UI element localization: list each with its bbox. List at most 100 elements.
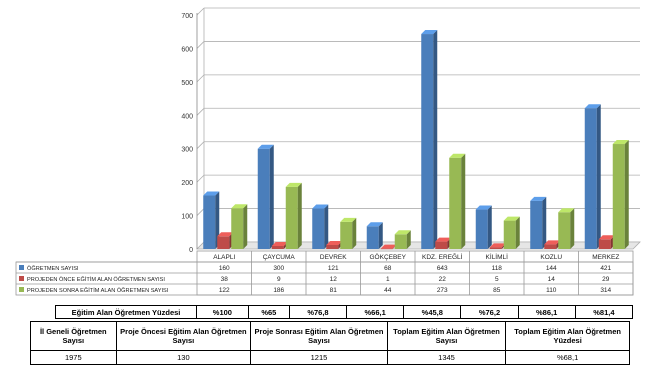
data-value-label: 273 — [437, 287, 448, 294]
bar-front — [558, 212, 571, 249]
bar-front — [435, 241, 448, 249]
y-tick-label: 200 — [181, 180, 193, 187]
data-value-label: 38 — [221, 276, 229, 283]
data-value-label: 9 — [277, 276, 281, 283]
bar-side — [352, 217, 357, 249]
data-value-label: 29 — [602, 276, 610, 283]
bar — [475, 205, 492, 249]
bar-side — [461, 153, 466, 249]
bar-front — [394, 234, 407, 249]
summary-header: Proje Öncesi Eğitim Alan Öğretmen Sayısı — [115, 321, 252, 351]
bar — [340, 217, 357, 249]
summary-table: İl Geneli Öğretmen Sayısı Proje Öncesi E… — [30, 321, 630, 365]
data-value-label: 1 — [386, 276, 390, 283]
bar-top — [489, 243, 506, 248]
bar-front — [503, 220, 516, 249]
category-label: ALAPLI — [213, 254, 235, 261]
summary-value: 1215 — [250, 350, 388, 365]
legend-label: PROJEDEN SONRA EĞİTİM ALAN ÖĞRETMEN SAYI… — [27, 287, 169, 294]
summary-value: 130 — [115, 350, 252, 365]
bar — [312, 204, 329, 249]
bar — [217, 232, 234, 249]
bar — [394, 230, 411, 249]
bar — [612, 140, 629, 249]
bar-series — [203, 30, 629, 250]
bar-side — [243, 204, 248, 249]
data-value-label: 14 — [548, 276, 556, 283]
gridline-side — [196, 108, 205, 116]
y-tick-label: 500 — [181, 80, 193, 87]
category-label: MERKEZ — [592, 254, 619, 261]
bar-side — [542, 196, 547, 249]
summary-header: Toplam Eğitim Alan Öğretmen Yüzdesi — [505, 321, 630, 351]
summary-header: Proje Sonrası Eğitim Alan Öğretmen Sayıs… — [250, 321, 388, 351]
percentage-cell: %100 — [196, 305, 249, 319]
summary-value: 1975 — [30, 350, 117, 365]
bar-front — [326, 244, 339, 249]
data-value-label: 81 — [330, 287, 338, 294]
bar-top — [203, 191, 220, 196]
legend-label: ÖĞRETMEN SAYISI — [27, 265, 79, 272]
category-label: KİLİMLİ — [486, 252, 509, 261]
bar-side — [624, 140, 629, 249]
bar-top — [312, 204, 329, 209]
y-tick-label: 0 — [189, 247, 193, 254]
legend-swatch — [19, 287, 24, 292]
bar-side — [515, 216, 520, 249]
category-label: DEVREK — [320, 254, 347, 261]
bar-front — [489, 247, 502, 249]
bar-top — [380, 244, 397, 249]
data-value-label: 186 — [273, 287, 284, 294]
summary-header: Toplam Eğitim Alan Öğretmen Sayısı — [386, 321, 507, 351]
percentage-cell: %76,8 — [288, 305, 348, 319]
bar-front — [231, 208, 244, 249]
bar — [598, 235, 615, 249]
y-tick-label: 300 — [181, 147, 193, 154]
bar-front — [271, 245, 284, 249]
legend-label: PROJEDEN ÖNCE EĞİTİM ALAN ÖĞRETMEN SAYIS… — [27, 276, 165, 283]
bar-front — [475, 209, 488, 249]
data-value-label: 122 — [219, 287, 230, 294]
bar-side — [378, 222, 383, 249]
bar — [257, 144, 274, 249]
legend-swatch — [19, 276, 24, 281]
data-value-label: 421 — [600, 265, 611, 272]
percentage-cell: %66,1 — [346, 305, 405, 319]
bar-top — [271, 241, 288, 246]
bar-side — [406, 230, 411, 249]
bar-front — [203, 195, 216, 249]
bar-top — [598, 235, 615, 240]
bar-top — [558, 208, 575, 213]
bar-front — [217, 236, 230, 249]
bar — [503, 216, 520, 249]
gridline-side — [196, 208, 205, 216]
bar-front — [380, 248, 393, 250]
bar-front — [612, 144, 625, 249]
bar-side — [487, 205, 492, 249]
gridline-side — [196, 141, 205, 149]
bar — [366, 222, 383, 249]
bar-top — [285, 182, 302, 187]
gridline-side — [196, 7, 205, 16]
bar-top — [449, 153, 466, 158]
percentage-row-table: Eğitim Alan Öğretmen Yüzdesi %100 %65 %7… — [55, 305, 634, 319]
bar-top — [394, 230, 411, 235]
bar-side — [269, 144, 274, 249]
bar-top — [421, 30, 438, 35]
chart-data-table: ALAPLI ÇAYCUMA DEVREK GÖKÇEBEY KDZ. EREĞLİ Kİ… — [15, 250, 634, 296]
bar-top — [366, 222, 383, 227]
bar-front — [584, 108, 597, 249]
bar — [449, 153, 466, 249]
y-axis: 0 100 200 300 400 500 600 700 — [181, 13, 198, 254]
y-tick-label: 700 — [181, 13, 193, 20]
data-value-label: 643 — [437, 265, 448, 272]
bar-front — [312, 208, 325, 249]
data-value-label: 44 — [384, 287, 392, 294]
gridline-side — [196, 41, 205, 49]
gridline-side — [196, 174, 205, 183]
data-value-label: 300 — [273, 265, 284, 272]
data-value-label: 68 — [384, 265, 392, 272]
bar — [558, 208, 575, 249]
bar-front — [530, 200, 543, 249]
bar-front — [449, 157, 462, 249]
